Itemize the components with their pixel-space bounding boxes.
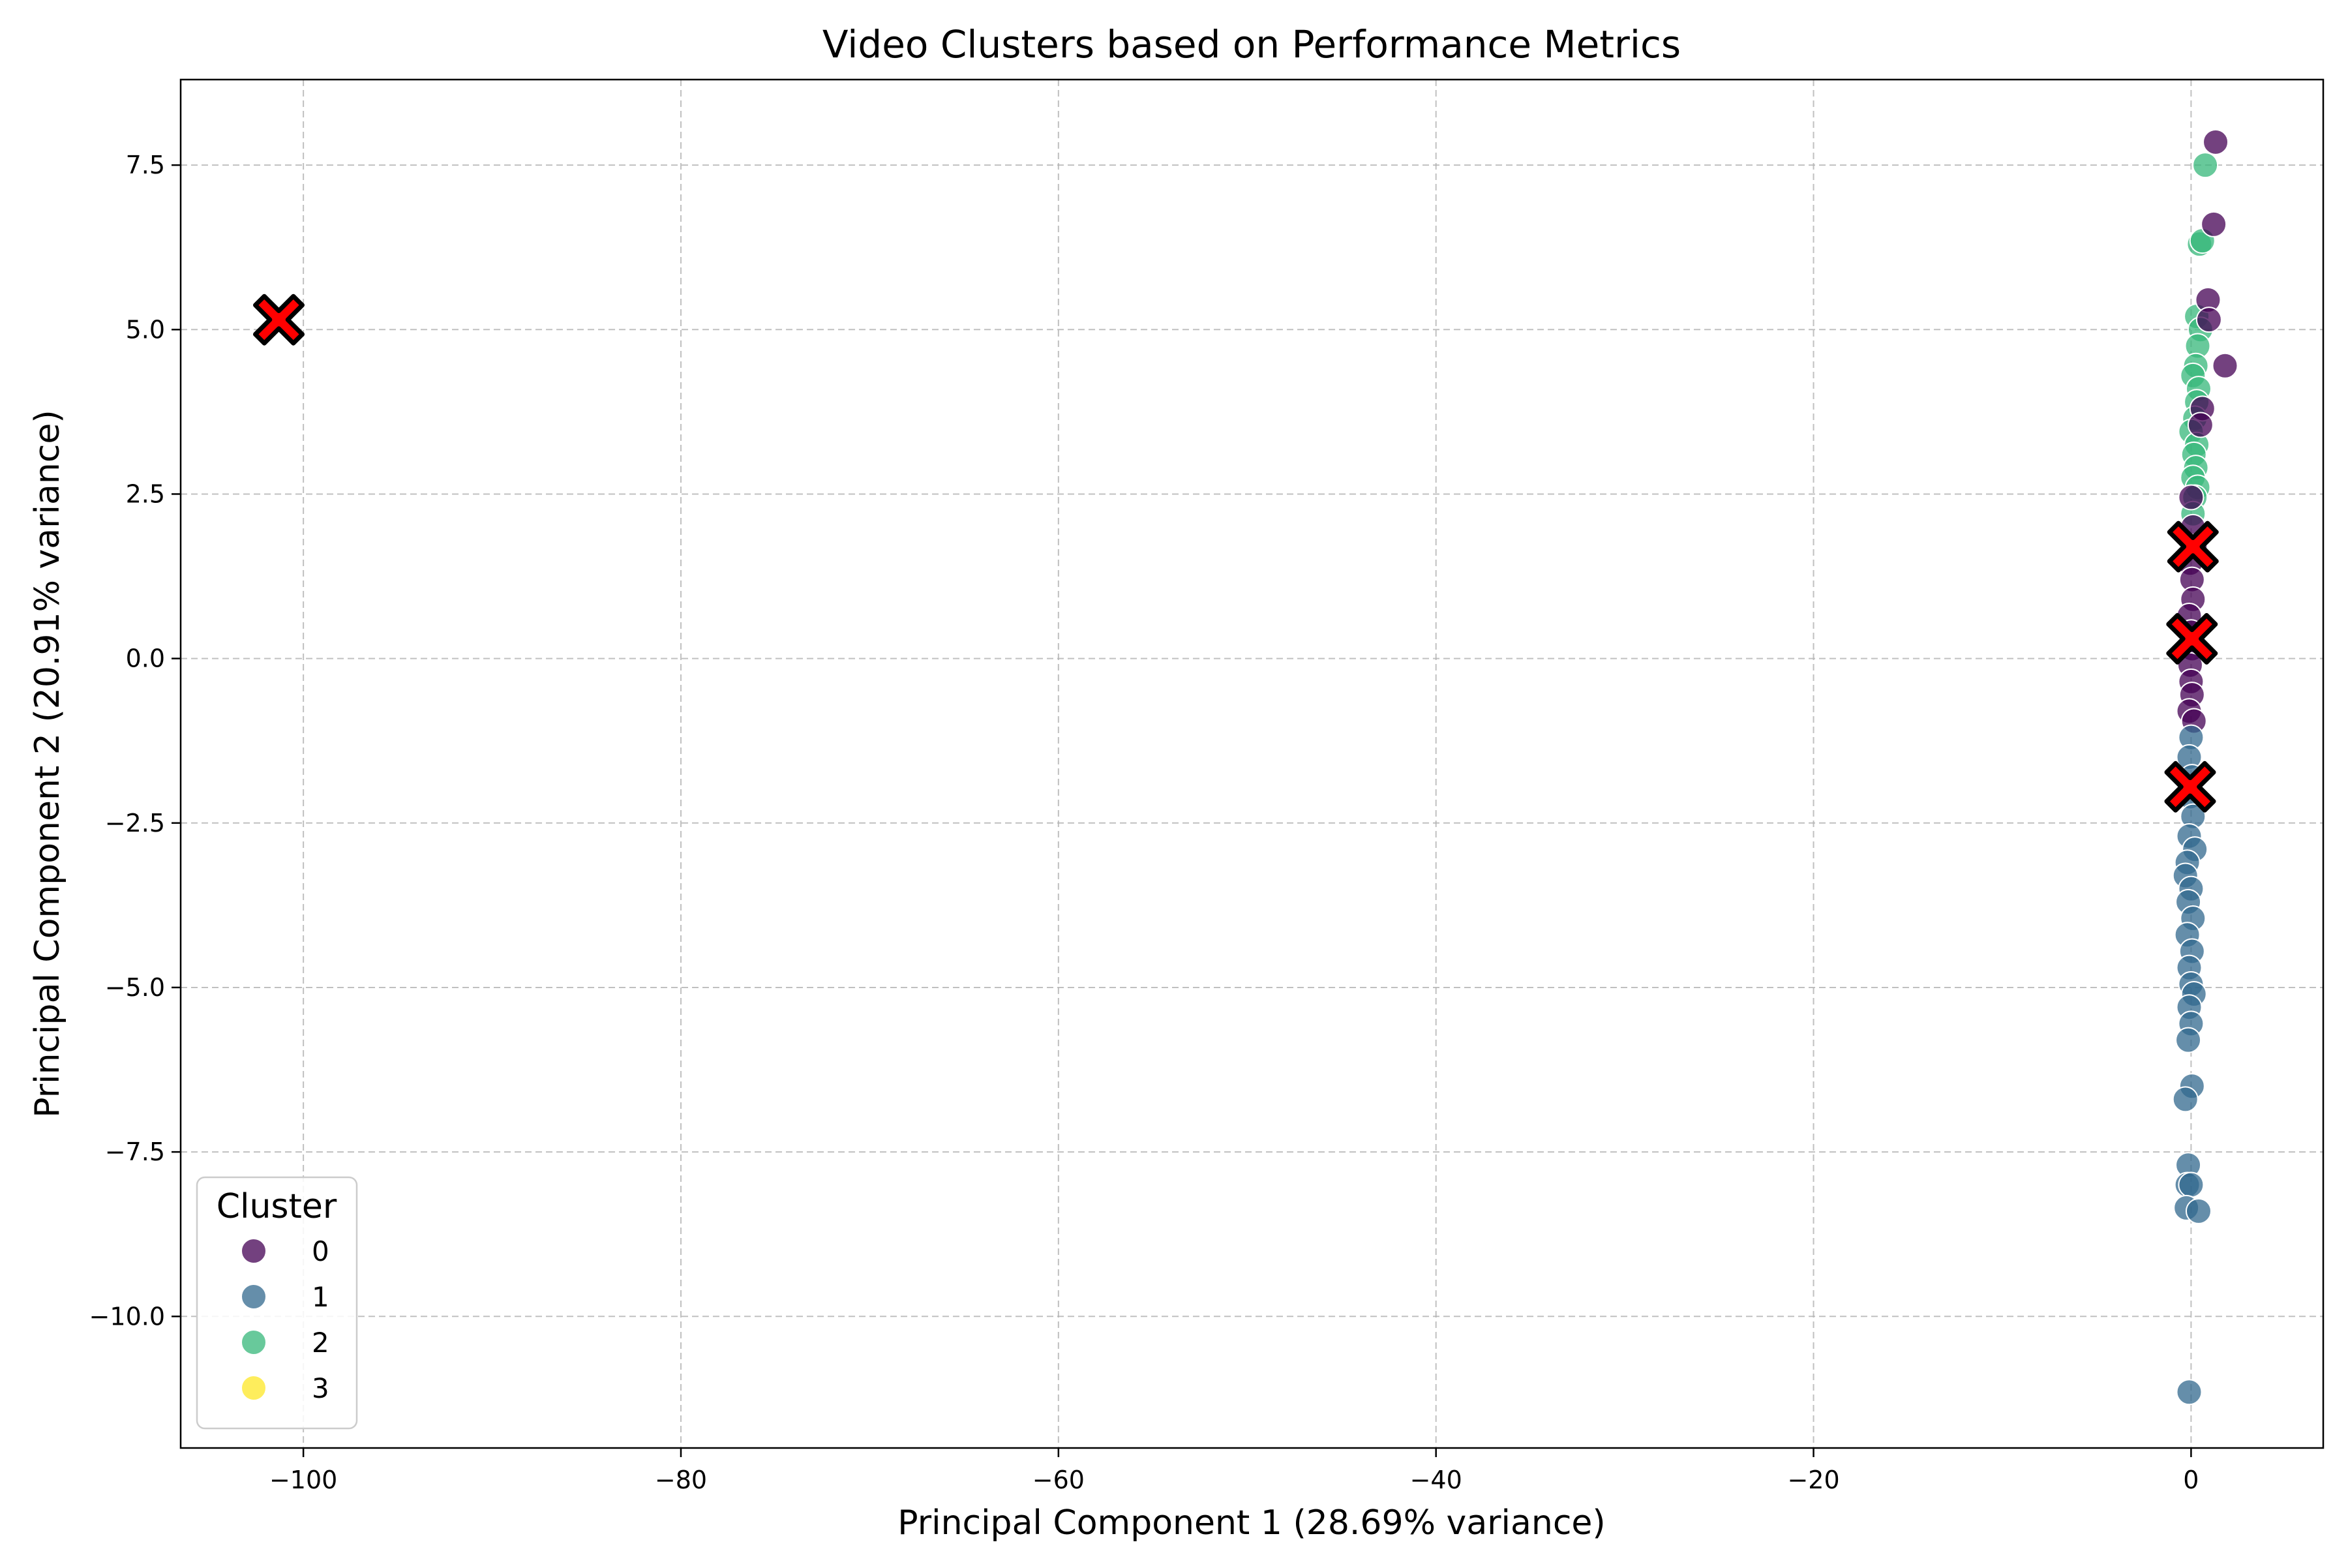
- centroid-marker: [2164, 761, 2216, 813]
- y-axis-ticks: −10.0 −7.5 −5.0 −2.5 0.0 2.5 5.0 7.5: [89, 151, 181, 1331]
- data-point-cluster-0: [2195, 307, 2222, 333]
- data-point-cluster-0: [2203, 128, 2229, 155]
- x-axis-label: Principal Component 1 (28.69% variance): [897, 1503, 1605, 1543]
- legend-marker-cluster-0: [241, 1238, 267, 1264]
- centroid-marker: [2166, 612, 2218, 665]
- centroid-layer: [253, 294, 2219, 813]
- x-tick-label: −100: [269, 1466, 337, 1494]
- points-layer: [2172, 128, 2238, 1406]
- data-point-cluster-1: [2178, 1171, 2205, 1198]
- x-tick-label: −40: [1410, 1466, 1462, 1494]
- chart-title: Video Clusters based on Performance Metr…: [822, 22, 1681, 67]
- plot-frame: [179, 78, 2325, 1449]
- legend-label-cluster-2: 2: [312, 1327, 329, 1359]
- data-point-cluster-0: [2201, 211, 2227, 237]
- legend-title: Cluster: [217, 1187, 337, 1226]
- y-tick-label: −5.0: [105, 973, 165, 1002]
- legend-marker-cluster-2: [241, 1329, 267, 1355]
- legend-label-cluster-3: 3: [312, 1372, 329, 1404]
- data-point-cluster-1: [2172, 1086, 2199, 1113]
- data-point-cluster-1: [2176, 1379, 2203, 1406]
- legend-entries: 0 1 2 3: [241, 1235, 329, 1404]
- data-point-cluster-0: [2187, 412, 2214, 438]
- centroid-marker: [253, 294, 305, 346]
- data-point-cluster-0: [2178, 484, 2205, 511]
- y-tick-label: 5.0: [126, 315, 165, 344]
- legend-box: [196, 1176, 358, 1430]
- legend-marker-cluster-1: [241, 1284, 267, 1310]
- centroid-marker: [2167, 520, 2219, 573]
- grid-layer: [181, 80, 2323, 1448]
- x-axis-ticks: −100 −80 −60 −40 −20 0: [269, 1448, 2199, 1494]
- x-tick-label: 0: [2183, 1466, 2199, 1494]
- legend-marker-cluster-3: [241, 1375, 267, 1401]
- data-point-cluster-1: [2185, 1198, 2212, 1224]
- y-tick-label: −10.0: [89, 1302, 165, 1331]
- data-point-cluster-2: [2192, 152, 2219, 179]
- legend-label-cluster-0: 0: [312, 1235, 329, 1267]
- x-tick-label: −80: [655, 1466, 707, 1494]
- y-tick-label: −7.5: [105, 1138, 165, 1166]
- legend: Cluster 0 1 2 3: [196, 1176, 358, 1430]
- y-tick-label: 7.5: [126, 151, 165, 179]
- y-axis-label: Principal Component 2 (20.91% variance): [28, 410, 67, 1117]
- data-point-cluster-0: [2212, 352, 2238, 379]
- y-tick-label: 2.5: [126, 479, 165, 508]
- x-tick-label: −60: [1032, 1466, 1085, 1494]
- legend-label-cluster-1: 1: [312, 1281, 329, 1313]
- x-tick-label: −20: [1787, 1466, 1839, 1494]
- y-tick-label: 0.0: [126, 644, 165, 673]
- y-tick-label: −2.5: [105, 809, 165, 837]
- data-point-cluster-1: [2175, 1027, 2202, 1053]
